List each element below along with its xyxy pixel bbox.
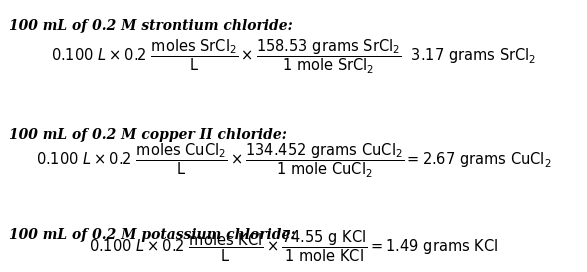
Text: 100 mL of 0.2 M potassium chloride:: 100 mL of 0.2 M potassium chloride: <box>9 228 295 242</box>
Text: 100 mL of 0.2 M strontium chloride:: 100 mL of 0.2 M strontium chloride: <box>9 19 292 33</box>
Text: 100 mL of 0.2 M copper II chloride:: 100 mL of 0.2 M copper II chloride: <box>9 128 286 142</box>
Text: $0.100\ L \times 0.2\ \dfrac{\mathrm{moles\ CuCl_2}}{\mathrm{L}} \times \dfrac{\: $0.100\ L \times 0.2\ \dfrac{\mathrm{mol… <box>36 141 551 180</box>
Text: $0.100\ L \times 0.2\ \dfrac{\mathrm{moles\ KCl}}{\mathrm{L}} \times \dfrac{\mat: $0.100\ L \times 0.2\ \dfrac{\mathrm{mol… <box>89 228 498 264</box>
Text: $0.100\ L \times 0.2\ \dfrac{\mathrm{moles\ SrCl_2}}{\mathrm{L}} \times \dfrac{\: $0.100\ L \times 0.2\ \dfrac{\mathrm{mol… <box>51 38 536 76</box>
